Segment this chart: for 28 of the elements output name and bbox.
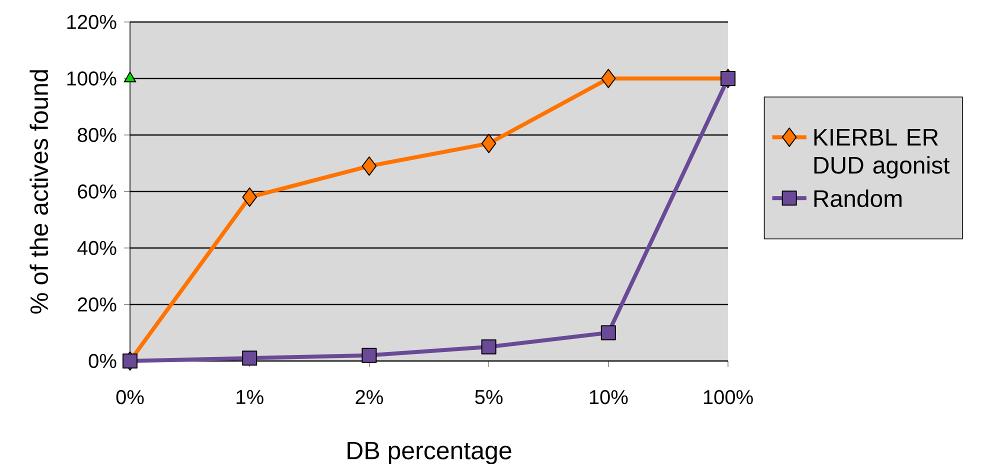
y-tick-label: 20%	[78, 297, 116, 312]
x-tick-label: 0%	[116, 390, 144, 404]
point	[720, 70, 736, 86]
y-tick-label: 80%	[78, 128, 116, 142]
x-tick-label: 1%	[236, 390, 264, 404]
y-tick-label: 120%	[67, 14, 116, 30]
x-axis-title: DB percentage	[348, 442, 512, 464]
x-tick-label: 5%	[475, 390, 503, 404]
point	[362, 156, 377, 176]
point	[362, 348, 377, 363]
y-tick-label: 0%	[88, 354, 116, 368]
point	[481, 134, 496, 154]
point	[242, 187, 258, 207]
legend-label: Random	[814, 189, 902, 208]
x-tick-label: 100%	[704, 390, 753, 404]
y-axis-title: % of the actives found	[30, 70, 48, 314]
y-tick-label: 100%	[67, 71, 116, 86]
y-tick-label: 60%	[78, 184, 116, 199]
point	[242, 350, 258, 366]
point	[481, 339, 496, 354]
x-tick-label: 2%	[356, 390, 383, 404]
point	[600, 68, 616, 88]
y-tick-label: 40%	[77, 240, 116, 256]
x-tick-label: 10%	[590, 390, 628, 404]
point	[124, 72, 136, 82]
legend-label: KIERBL ER DUD agonist	[814, 128, 950, 178]
point	[122, 353, 138, 368]
point	[600, 325, 616, 340]
